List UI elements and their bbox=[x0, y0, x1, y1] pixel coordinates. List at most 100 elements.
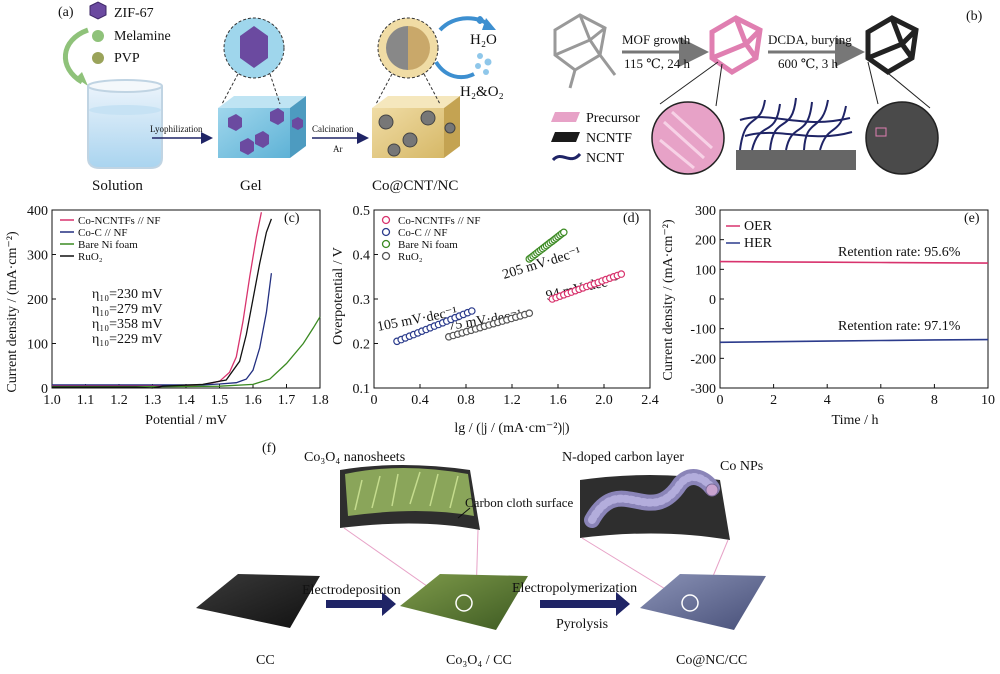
panel-b: (b) MOF growth 115 ℃, 24 h DCDA, burying… bbox=[551, 9, 983, 175]
x-tick-label: 8 bbox=[931, 393, 938, 408]
label-product: Co@CNT/NC bbox=[372, 178, 458, 194]
annotation-ni-foam: η₁₀=358 mV bbox=[92, 317, 162, 332]
pvp-icon bbox=[92, 52, 104, 64]
curved-arrow-icon bbox=[63, 27, 89, 85]
chart-e: (e) Current density / (mA·cm⁻²) Time / h… bbox=[661, 204, 995, 428]
water-drop-icon bbox=[476, 16, 484, 24]
retention-oer: Retention rate: 95.6% bbox=[838, 245, 961, 260]
legend-ncnt: NCNT bbox=[586, 151, 625, 166]
x-tick-label: 1.6 bbox=[244, 393, 262, 408]
y-axis-label: Current density / (mA·cm⁻²) bbox=[661, 219, 676, 381]
gel-box-icon bbox=[218, 96, 306, 158]
label-solution: Solution bbox=[92, 178, 143, 194]
data-point bbox=[467, 307, 476, 315]
y-tick-label: 0.1 bbox=[353, 382, 371, 397]
chart-c: (c) Current density / (mA·cm⁻²) Potentia… bbox=[5, 204, 329, 428]
legend-entry: HER bbox=[744, 236, 773, 251]
label-h2o2: H₂&O₂ bbox=[460, 84, 504, 100]
zif67-icon bbox=[89, 1, 107, 20]
label-electropolymerization: Electropolymerization bbox=[512, 581, 637, 596]
callout-surface: Carbon cloth surface bbox=[465, 495, 574, 510]
nanosheets-inset-icon bbox=[340, 465, 480, 530]
x-tick-label: 1.6 bbox=[549, 393, 567, 408]
zoom-precursor-icon bbox=[651, 101, 725, 175]
arrow-electrodeposition bbox=[326, 592, 396, 616]
y-tick-label: 100 bbox=[695, 263, 716, 278]
callout-nanosheets: Co₃O₄ nanosheets bbox=[304, 450, 405, 465]
panel-f: (f) Co₃O₄ nanosheets Carbon cloth surfac… bbox=[196, 441, 766, 668]
legend-entry: RuO₂ bbox=[398, 251, 423, 263]
stage-conc-cc: Co@NC/CC bbox=[676, 653, 747, 668]
label-gel: Gel bbox=[240, 178, 262, 194]
y-tick-label: -300 bbox=[690, 382, 716, 397]
legend-melamine: Melamine bbox=[114, 29, 171, 44]
panel-c-tag: (c) bbox=[284, 211, 300, 226]
arrow-electropolymerization bbox=[540, 592, 630, 616]
y-tick-label: 0 bbox=[41, 382, 48, 397]
label-h2o: H₂O bbox=[470, 32, 497, 48]
nickel-foam-icon bbox=[553, 13, 617, 89]
legend-entry: RuO₂ bbox=[78, 251, 103, 263]
panel-f-tag: (f) bbox=[262, 441, 276, 456]
data-point bbox=[559, 228, 568, 237]
ncntf-foam-icon bbox=[865, 15, 919, 75]
label-electrodeposition: Electrodeposition bbox=[302, 583, 401, 598]
label-ar: Ar bbox=[333, 144, 343, 154]
x-tick-label: 2 bbox=[770, 393, 777, 408]
x-tick-label: 0.4 bbox=[411, 393, 429, 408]
series-line bbox=[719, 338, 989, 344]
annotation-co-c: η₁₀=279 mV bbox=[92, 302, 162, 317]
zoom-marker-icon bbox=[455, 594, 473, 612]
x-tick-label: 1.2 bbox=[110, 393, 128, 408]
label-mof-growth: MOF growth bbox=[622, 32, 691, 47]
label-dcda: DCDA, burying bbox=[768, 32, 852, 47]
y-axis-label: Overpotential / V bbox=[331, 247, 346, 345]
y-tick-label: 0.2 bbox=[353, 338, 371, 353]
carbon-cloth-icon bbox=[196, 574, 320, 628]
x-tick-label: 1.0 bbox=[43, 393, 61, 408]
legend-precursor-icon bbox=[551, 112, 580, 122]
legend-entry: Co-NCNTFs // NF bbox=[398, 215, 481, 227]
y-tick-label: 400 bbox=[27, 204, 48, 219]
legend-ncntf: NCNTF bbox=[586, 131, 632, 146]
series-line bbox=[719, 260, 989, 264]
co3o4-cloth-icon bbox=[400, 574, 528, 630]
label-calcination: Calcination bbox=[312, 124, 354, 134]
legend-entry: Co-C // NF bbox=[398, 227, 448, 239]
x-tick-label: 1.2 bbox=[503, 393, 521, 408]
stage-cc: CC bbox=[256, 653, 275, 668]
beaker-icon bbox=[87, 79, 163, 169]
label-dcda-conditions: 600 ℃, 3 h bbox=[778, 56, 839, 71]
y-tick-label: 0.5 bbox=[353, 204, 371, 219]
zoom-marker-icon bbox=[681, 594, 699, 612]
legend-swatch bbox=[381, 251, 391, 261]
panel-a: (a) ZIF-67 Melamine PVP Solution Lyophil… bbox=[58, 1, 504, 194]
legend-entry: Bare Ni foam bbox=[78, 239, 138, 251]
x-tick-label: 1.3 bbox=[144, 393, 162, 408]
y-tick-label: 200 bbox=[695, 234, 716, 249]
panel-d-tag: (d) bbox=[623, 211, 640, 226]
x-tick-label: 0 bbox=[717, 393, 724, 408]
x-tick-label: 2.0 bbox=[595, 393, 613, 408]
y-tick-label: 0.3 bbox=[353, 293, 371, 308]
retention-her: Retention rate: 97.1% bbox=[838, 319, 961, 334]
chart-d: (d) Overpotential / V lg / (|j / (mA·cm⁻… bbox=[331, 204, 659, 436]
series-line bbox=[52, 316, 321, 388]
x-tick-label: 1.7 bbox=[278, 393, 296, 408]
legend-ncnt-icon bbox=[551, 152, 582, 162]
x-tick-label: 4 bbox=[824, 393, 831, 408]
legend-entry: OER bbox=[744, 219, 773, 234]
legend-ncntf-icon bbox=[551, 132, 580, 142]
precursor-foam-icon bbox=[709, 15, 763, 75]
panel-e-tag: (e) bbox=[964, 211, 980, 226]
melamine-icon bbox=[92, 30, 104, 42]
y-tick-label: 100 bbox=[27, 338, 48, 353]
x-tick-label: 6 bbox=[877, 393, 884, 408]
y-tick-label: 300 bbox=[27, 249, 48, 264]
y-axis-label: Current density / (mA·cm⁻²) bbox=[5, 231, 20, 393]
bubbles-icon bbox=[475, 53, 492, 75]
legend-swatch bbox=[381, 239, 391, 249]
callout-conps: Co NPs bbox=[720, 459, 763, 474]
panel-b-tag: (b) bbox=[966, 9, 983, 24]
